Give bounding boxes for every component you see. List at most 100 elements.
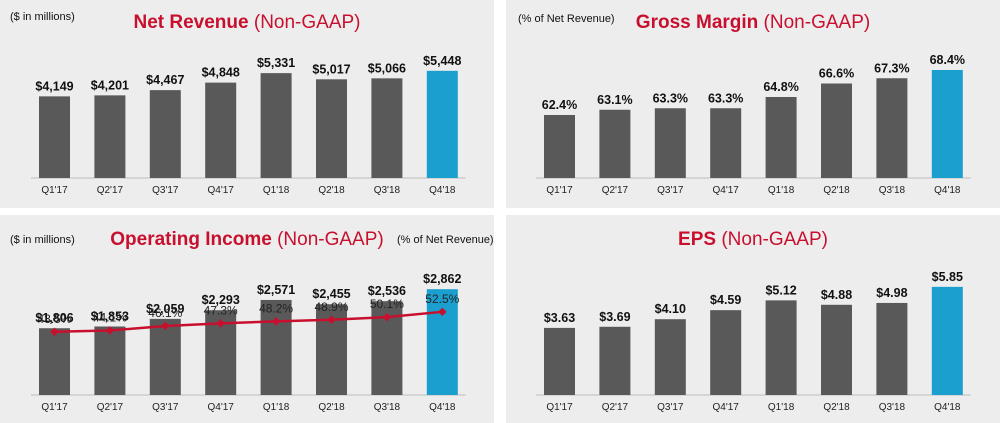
margin-value-label: 50.1% [370,297,404,311]
bar [371,78,403,178]
bar [426,289,458,395]
margin-value-label: 47.3% [204,303,238,317]
bar-value-label: 68.4% [930,53,965,67]
bar [765,300,797,395]
bar-value-label: $4.10 [655,302,686,316]
margin-value-label: 44.1% [93,310,127,324]
bar [654,319,686,395]
units-note: ($ in millions) [10,11,75,23]
title-rest: (Non-GAAP) [271,229,384,250]
x-tick-label: Q3'18 [374,402,401,413]
bar [39,96,70,178]
x-tick-label: Q4'17 [713,185,740,196]
x-tick-label: Q2'18 [318,185,345,196]
bar [260,73,292,178]
bar [316,79,347,178]
bar [931,286,963,395]
x-tick-label: Q2'18 [318,402,345,413]
x-tick-label: Q2'18 [823,185,850,196]
bar-value-label: $4,467 [146,73,184,87]
bar [260,299,292,395]
title-rest: (Non-GAAP) [758,12,871,33]
bar [544,115,575,178]
margin-point [50,327,59,337]
title-rest: (Non-GAAP) [716,229,828,250]
bar-value-label: 63.3% [708,91,743,105]
x-tick-label: Q4'17 [208,402,235,413]
bar-value-label: $4,848 [202,66,240,80]
margin-point [382,312,392,322]
bar-value-label: $1,806 [35,311,73,325]
bar-value-label: $2,293 [202,293,240,307]
bar-value-label: 63.3% [653,91,688,105]
bar-value-label: $4.98 [876,286,907,300]
panel-title: Operating Income (Non-GAAP) [0,229,494,251]
bar-value-label: $1,853 [91,309,129,323]
bar [205,82,237,178]
panel-title: Net Revenue (Non-GAAP) [0,12,494,34]
net-revenue-panel: ($ in millions) Net Revenue (Non-GAAP) $… [0,0,494,208]
margin-value-label: 48.2% [259,301,293,315]
x-tick-label: Q1'18 [263,402,290,413]
x-tick-label: Q3'18 [374,185,401,196]
bar-value-label: $5,066 [368,61,406,75]
title-bold: Gross Margin [635,12,759,33]
units-note: ($ in millions) [10,234,75,246]
x-tick-label: Q1'17 [41,185,68,196]
x-tick-label: Q2'17 [97,185,124,196]
x-tick-label: Q1'18 [263,185,290,196]
margin-value-label: 46.1% [148,306,182,320]
bar [654,108,686,178]
bar-value-label: $2,536 [368,284,406,298]
x-tick-label: Q4'17 [208,185,235,196]
x-tick-label: Q2'17 [602,402,629,413]
x-tick-label: Q4'18 [429,185,456,196]
bar-value-label: $5,017 [312,62,350,76]
x-tick-label: Q1'17 [546,185,573,196]
bar-value-label: 66.6% [819,67,854,81]
net-revenue-chart: $4,149 Q1'17 $4,201 Q2'17 $4,467 Q3'17 $4,848 Q… [31,54,466,196]
x-tick-label: Q1'17 [546,402,573,413]
x-tick-label: Q3'17 [657,185,684,196]
x-tick-label: Q1'18 [768,402,795,413]
margin-value-label: 43.5% [37,312,71,326]
bar [149,90,181,178]
bar-value-label: $2,059 [146,302,184,316]
x-tick-label: Q3'17 [152,402,179,413]
title-bold: Operating Income [110,229,272,250]
margin-point [271,317,281,326]
bar [39,328,70,395]
bar-value-label: $2,862 [423,272,461,286]
bar-value-label: 63.1% [597,93,632,107]
bar [599,109,631,178]
bar [426,70,458,178]
title-rest: (Non-GAAP) [248,12,361,33]
x-tick-label: Q4'17 [713,402,740,413]
x-tick-label: Q3'18 [879,402,906,413]
operating-income-chart: $1,806 Q1'17 $1,853 Q2'17 $2,059 Q3'17 $2,293 Q… [31,272,466,413]
bar-value-label: $4,201 [91,78,129,92]
bar-value-label: 67.3% [874,61,909,75]
bar-value-label: $4.59 [710,293,741,307]
bar-value-label: $5,331 [257,56,295,70]
panel-title: EPS (Non-GAAP) [506,229,1000,251]
bar-value-label: $2,571 [257,283,295,297]
bar [599,326,631,395]
title-bold: Net Revenue [133,12,249,33]
bar-value-label: $4.88 [821,288,852,302]
margin-point [438,307,447,317]
gross-margin-chart: 62.4% Q1'17 63.1% Q2'17 63.3% Q3'17 63.3% Q4'17… [536,53,971,196]
x-tick-label: Q2'17 [97,402,124,413]
x-tick-label: Q4'18 [934,185,961,196]
units-note: (% of Net Revenue) [518,13,615,25]
operating-income-panel: ($ in millions) (% of Net Revenue) Opera… [0,215,494,423]
bar-value-label: $3.69 [599,310,630,324]
margin-value-label: 52.5% [425,292,459,306]
bar [931,70,963,178]
bar-value-label: $5,448 [423,54,461,68]
margin-point [105,326,115,335]
bar [544,327,575,395]
x-tick-label: Q4'18 [429,402,456,413]
bar [821,83,852,178]
gross-margin-panel: (% of Net Revenue) Gross Margin (Non-GAA… [506,0,1000,208]
